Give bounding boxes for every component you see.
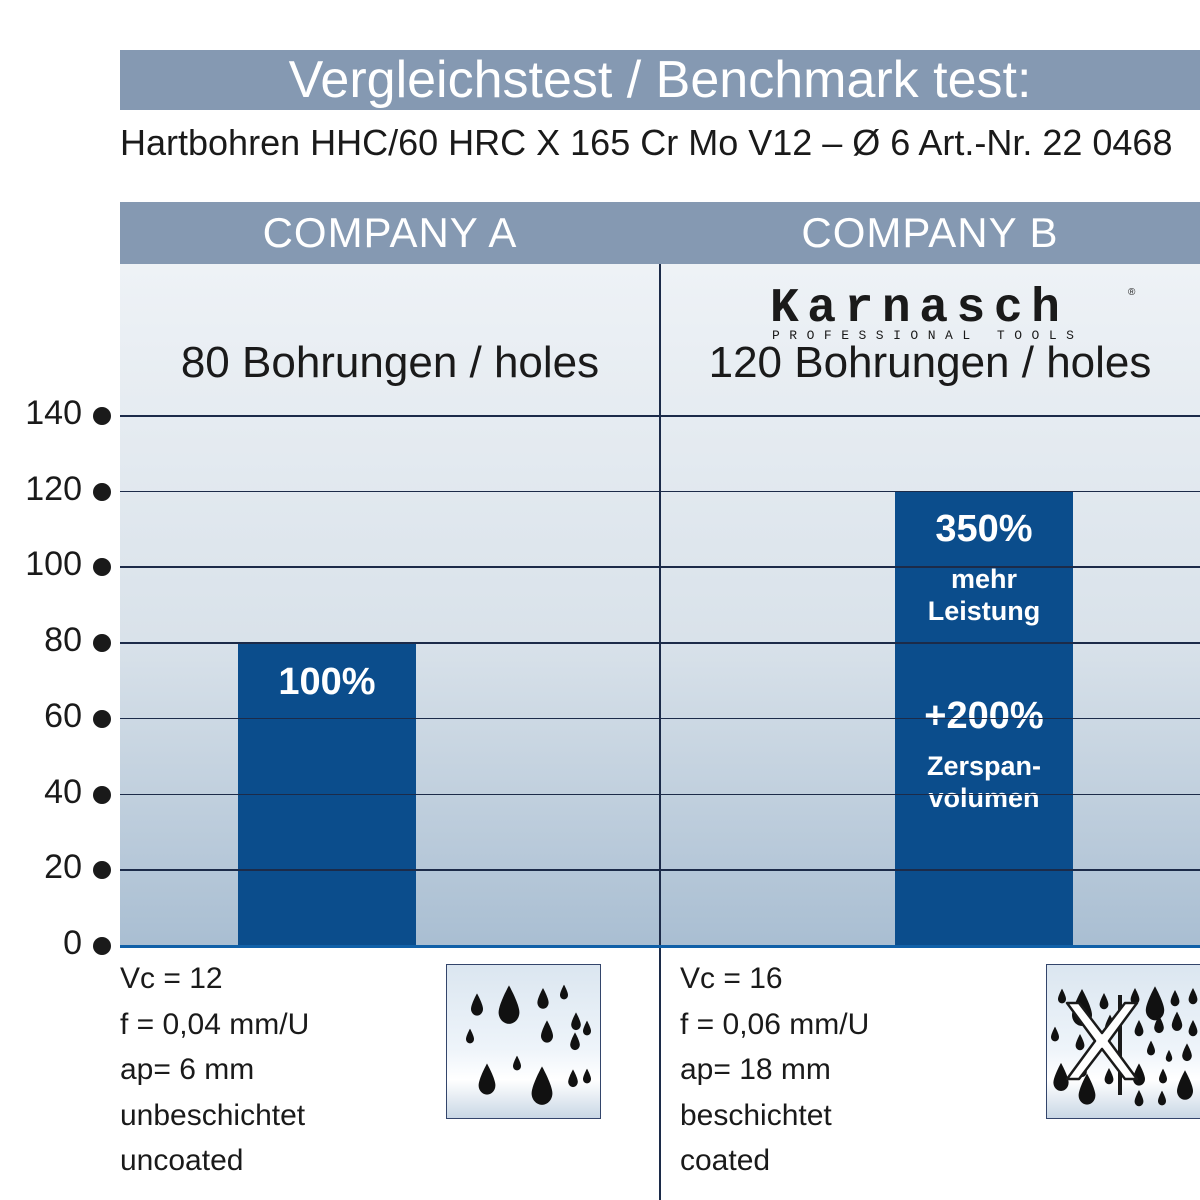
- svg-text:®: ®: [1128, 287, 1136, 298]
